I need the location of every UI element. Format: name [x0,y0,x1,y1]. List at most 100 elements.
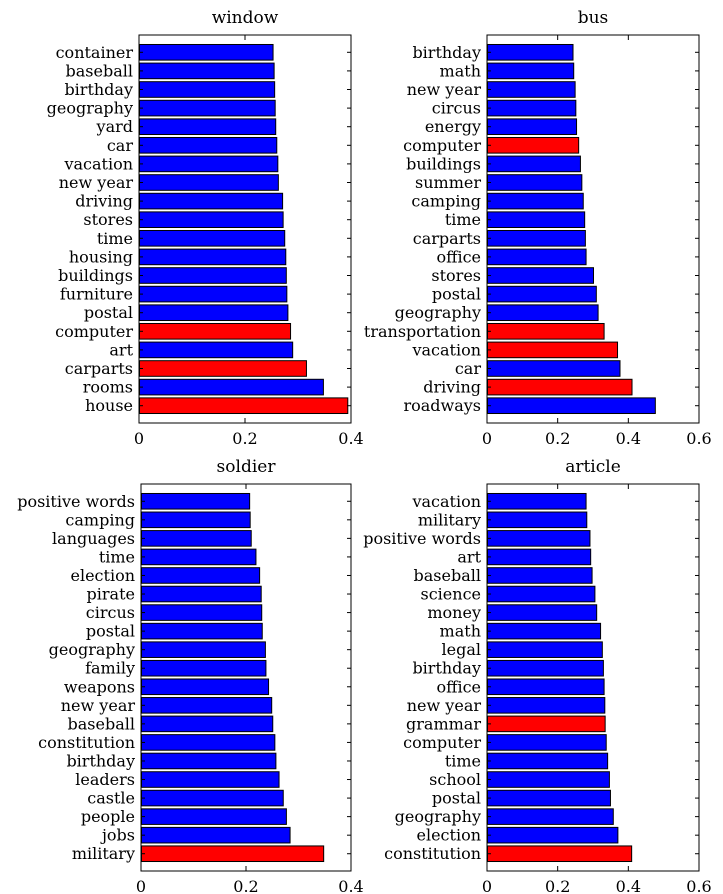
bar-new-year [487,697,606,714]
bar-house [139,397,349,415]
chart-title: window [212,8,279,28]
x-tick-label: 0.6 [686,429,711,448]
category-label: car [455,359,482,378]
category-label: new year [61,696,136,715]
bar-summer [487,174,583,191]
category-label: art [457,547,481,566]
category-label: postal [84,303,133,322]
bar-vacation [487,341,619,359]
category-label: positive words [17,492,135,511]
bar-birthday [487,43,574,61]
axes-frame [486,483,700,872]
axes-frame [486,34,700,424]
bar-vacation [487,492,587,510]
bar-geography [139,99,276,117]
bar-baseball [139,62,275,80]
bar-election [141,567,261,584]
category-label: leaders [75,770,135,789]
bar-housing [139,248,287,266]
category-label: furniture [60,285,133,304]
category-label: time [97,229,133,248]
bar-castle [141,789,284,807]
bar-vacation [139,155,279,173]
x-tick-label: 0.2 [232,429,257,448]
bar-computer [139,322,292,340]
category-label: buildings [58,266,133,285]
category-label: art [109,340,133,359]
bar-car [139,136,278,154]
category-label: office [436,247,481,266]
category-label: stores [431,266,481,285]
bar-time [139,229,286,247]
category-label: math [440,622,481,641]
bar-office [487,248,587,266]
category-label: camping [65,510,135,529]
category-label: driving [75,192,133,211]
bar-constitution [487,845,633,863]
bar-camping [141,511,251,529]
bar-positive-words [141,492,251,510]
x-tick-label: 0.4 [616,429,641,448]
category-label: buildings [406,154,481,173]
category-label: baseball [414,566,481,585]
category-label: postal [86,622,135,641]
bar-stores [139,211,284,229]
chart-title: bus [578,8,609,28]
category-label: computer [403,136,481,155]
bar-postal [487,285,597,303]
category-label: time [445,751,481,770]
category-label: pirate [87,585,135,604]
category-label: carparts [413,229,481,248]
x-tick-label: 0.2 [545,429,570,448]
bar-driving [487,378,633,396]
x-tick-label: 0 [136,877,146,894]
category-label: weapons [64,677,135,696]
category-label: military [418,510,481,529]
bar-election [487,826,619,844]
bar-grammar [487,715,606,733]
category-label: postal [432,789,481,808]
bar-stores [487,267,594,284]
bar-people [141,808,287,825]
category-label: geography [395,807,481,826]
category-label: carparts [65,359,133,378]
x-tick-label: 0.2 [233,877,258,894]
category-label: stores [83,210,133,229]
bar-buildings [487,155,581,173]
bar-new-year [139,174,279,191]
chart-panel-soldier: soldier positive wordscampinglanguagestim… [17,457,364,894]
bar-carparts [487,229,586,247]
bar-positive-words [487,530,591,547]
category-label: election [71,566,136,585]
category-label: summer [415,173,481,192]
category-label: money [427,603,481,622]
bar-baseball [487,567,593,584]
bar-jobs [141,826,291,844]
bar-roadways [487,397,656,415]
category-label: election [417,826,482,845]
category-label: circus [432,99,481,118]
bar-legal [487,641,603,658]
bar-languages [141,530,252,547]
category-label: vacation [411,340,481,359]
category-label: driving [423,378,481,397]
category-label: circus [86,603,135,622]
category-label: vacation [63,154,133,173]
bar-time [487,752,609,770]
category-label: legal [442,640,481,659]
category-label: baseball [66,61,133,80]
category-label: people [81,807,135,826]
bar-time [141,548,257,566]
category-label: grammar [406,714,481,733]
bar-math [487,622,602,640]
x-tick-label: 0.4 [338,877,363,894]
category-label: house [85,396,133,415]
category-label: birthday [66,751,135,770]
category-label: birthday [412,659,481,678]
bar-birthday [487,659,604,677]
category-label: castle [87,789,135,808]
category-label: rooms [83,378,133,397]
category-label: yard [96,117,133,136]
x-tick-label: 0.6 [686,877,711,894]
